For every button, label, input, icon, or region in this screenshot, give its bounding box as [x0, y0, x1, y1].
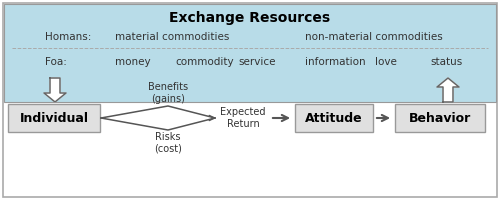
- Text: commodity: commodity: [175, 57, 234, 67]
- Text: Benefits
(gains): Benefits (gains): [148, 82, 188, 104]
- FancyBboxPatch shape: [395, 104, 485, 132]
- Text: love: love: [375, 57, 397, 67]
- Text: Behavior: Behavior: [409, 112, 471, 124]
- Text: Individual: Individual: [20, 112, 88, 124]
- Polygon shape: [437, 78, 459, 102]
- FancyBboxPatch shape: [3, 3, 497, 197]
- Text: Homans:: Homans:: [45, 32, 92, 42]
- Text: status: status: [430, 57, 462, 67]
- FancyBboxPatch shape: [8, 104, 100, 132]
- Text: information: information: [305, 57, 366, 67]
- Text: money: money: [115, 57, 150, 67]
- Text: Risks
(cost): Risks (cost): [154, 132, 182, 154]
- Text: material commodities: material commodities: [115, 32, 230, 42]
- Text: Exchange Resources: Exchange Resources: [170, 11, 330, 25]
- Text: Attitude: Attitude: [305, 112, 363, 124]
- Bar: [4, 4, 496, 102]
- Text: service: service: [238, 57, 276, 67]
- Text: Expected
Return: Expected Return: [220, 107, 266, 129]
- Text: non-material commodities: non-material commodities: [305, 32, 443, 42]
- Polygon shape: [44, 78, 66, 102]
- Text: Foa:: Foa:: [45, 57, 67, 67]
- FancyBboxPatch shape: [295, 104, 373, 132]
